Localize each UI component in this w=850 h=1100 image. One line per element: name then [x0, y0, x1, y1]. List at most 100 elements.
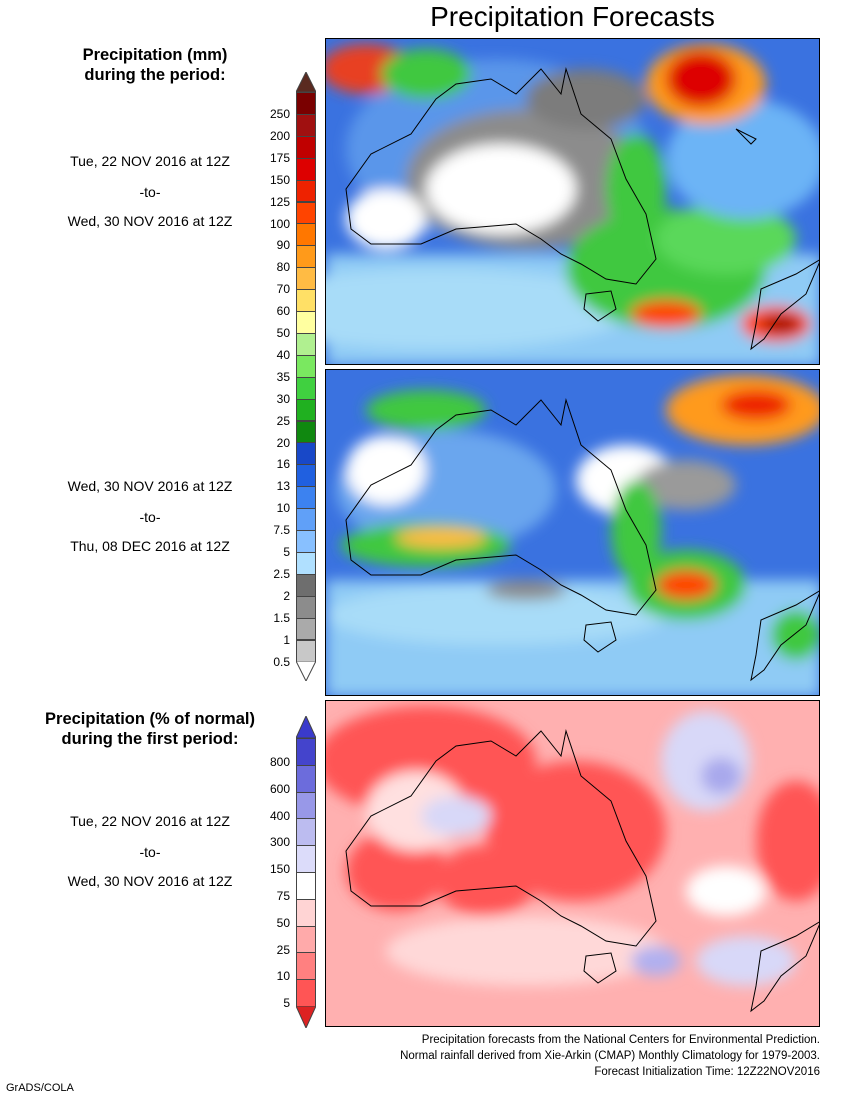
map-period2 [326, 370, 819, 695]
bar-tick-label: 300 [269, 835, 290, 850]
color-swatch [296, 595, 316, 619]
map-panel-period2 [325, 369, 820, 696]
map-percent-normal [326, 701, 819, 1026]
color-swatch [296, 530, 316, 553]
bar-tick-label: 7.5 [273, 523, 290, 538]
bar-tick-label: 35 [276, 369, 290, 384]
footer-line2: Normal rainfall derived from Xie-Arkin (… [400, 1050, 820, 1062]
color-swatch [296, 738, 316, 766]
bar-tick-label: 70 [276, 282, 290, 297]
bar-tick-label: 5 [283, 996, 290, 1011]
color-swatch [296, 267, 316, 291]
color-swatch [296, 952, 316, 981]
period1-end: Wed, 30 NOV 2016 at 12Z [67, 213, 233, 229]
bar-tick-label: 10 [276, 501, 290, 516]
color-swatch [296, 764, 316, 793]
bar-tick-label: 1.5 [273, 610, 290, 625]
color-swatch [296, 354, 316, 378]
color-swatch [296, 573, 316, 597]
color-swatch [296, 201, 316, 225]
color-swatch [296, 508, 316, 531]
bar-tick-label: 40 [276, 347, 290, 362]
bar-tick-label: 1 [283, 632, 290, 647]
bar-tick-label: 800 [269, 755, 290, 769]
color-swatch [296, 551, 316, 575]
color-swatch [296, 442, 316, 466]
bar-bottom-arrow [296, 1006, 316, 1028]
bar-tick-label: 10 [276, 969, 290, 984]
color-swatch [296, 245, 316, 269]
mm-heading-line2: during the period: [84, 66, 226, 84]
bar-tick-label: 100 [269, 216, 290, 231]
map-panel-period1 [325, 38, 820, 365]
color-swatch [296, 311, 316, 334]
coastline-outline [345, 729, 819, 1013]
period3-start: Tue, 22 NOV 2016 at 12Z [70, 813, 230, 829]
color-swatch [296, 420, 316, 444]
color-swatch [296, 791, 316, 820]
pct-heading-line1: Precipitation (% of normal) [45, 710, 255, 728]
bar-bottom-arrow [296, 661, 316, 682]
grads-credit: GrADS/COLA [6, 1082, 74, 1094]
bar-tick-label: 600 [269, 781, 290, 796]
bar-tick-label: 30 [276, 391, 290, 406]
bar-tick-label: 150 [269, 862, 290, 877]
bar-tick-label: 50 [276, 915, 290, 930]
bar-tick-label: 25 [276, 942, 290, 957]
color-swatch [296, 289, 316, 312]
color-swatch [296, 872, 316, 900]
footer-notes: Precipitation forecasts from the Nationa… [400, 1032, 820, 1080]
period3-to: -to- [139, 844, 161, 860]
color-swatch [296, 617, 316, 641]
bar-tick-label: 200 [269, 128, 290, 143]
color-swatch [296, 898, 316, 927]
footer-line3: Forecast Initialization Time: 12Z22NOV20… [594, 1066, 820, 1078]
footer-line1: Precipitation forecasts from the Nationa… [421, 1034, 820, 1046]
bar-tick-label: 90 [276, 238, 290, 253]
bar-tick-label: 75 [276, 889, 290, 903]
period1-to: -to- [139, 184, 161, 200]
bar-top-arrow [296, 716, 316, 738]
bar-tick-label: 16 [276, 457, 290, 472]
bar-tick-label: 175 [269, 150, 290, 165]
color-swatch [296, 157, 316, 181]
bar-tick-label: 25 [276, 413, 290, 428]
color-swatch [296, 135, 316, 159]
bar-tick-label: 80 [276, 260, 290, 275]
bar-tick-label: 125 [269, 194, 290, 209]
bar-tick-label: 20 [276, 435, 290, 450]
color-swatch [296, 979, 316, 1007]
color-swatch [296, 464, 316, 488]
bar-tick-label: 0.5 [273, 654, 290, 669]
coastline-outline [345, 398, 819, 682]
pct-heading-line2: during the first period: [61, 730, 239, 748]
page-title: Precipitation Forecasts [430, 1, 715, 32]
color-swatch [296, 925, 316, 954]
color-swatch [296, 818, 316, 847]
bar-tick-label: 50 [276, 326, 290, 340]
color-swatch [296, 398, 316, 422]
pct-color-bar [296, 716, 316, 1028]
bar-tick-label: 60 [276, 304, 290, 319]
period3-end: Wed, 30 NOV 2016 at 12Z [67, 873, 233, 889]
bar-tick-label: 150 [269, 172, 290, 187]
period2-to: -to- [139, 509, 161, 525]
coastline-outline [345, 67, 819, 351]
map-panel-percent-normal [325, 700, 820, 1027]
color-swatch [296, 113, 316, 137]
bar-tick-label: 400 [269, 808, 290, 823]
period2-end: Thu, 08 DEC 2016 at 12Z [70, 538, 230, 554]
bar-tick-label: 250 [269, 107, 290, 121]
mm-heading-line1: Precipitation (mm) [82, 46, 228, 64]
color-swatch [296, 845, 316, 873]
color-swatch [296, 92, 316, 115]
period2-start: Wed, 30 NOV 2016 at 12Z [67, 478, 233, 494]
color-swatch [296, 179, 316, 203]
bar-tick-label: 13 [276, 479, 290, 494]
color-swatch [296, 223, 316, 247]
color-swatch [296, 639, 316, 663]
map-period1 [326, 39, 819, 364]
period1-start: Tue, 22 NOV 2016 at 12Z [70, 153, 230, 169]
bar-tick-label: 2.5 [273, 566, 290, 581]
bar-top-arrow [296, 72, 316, 92]
